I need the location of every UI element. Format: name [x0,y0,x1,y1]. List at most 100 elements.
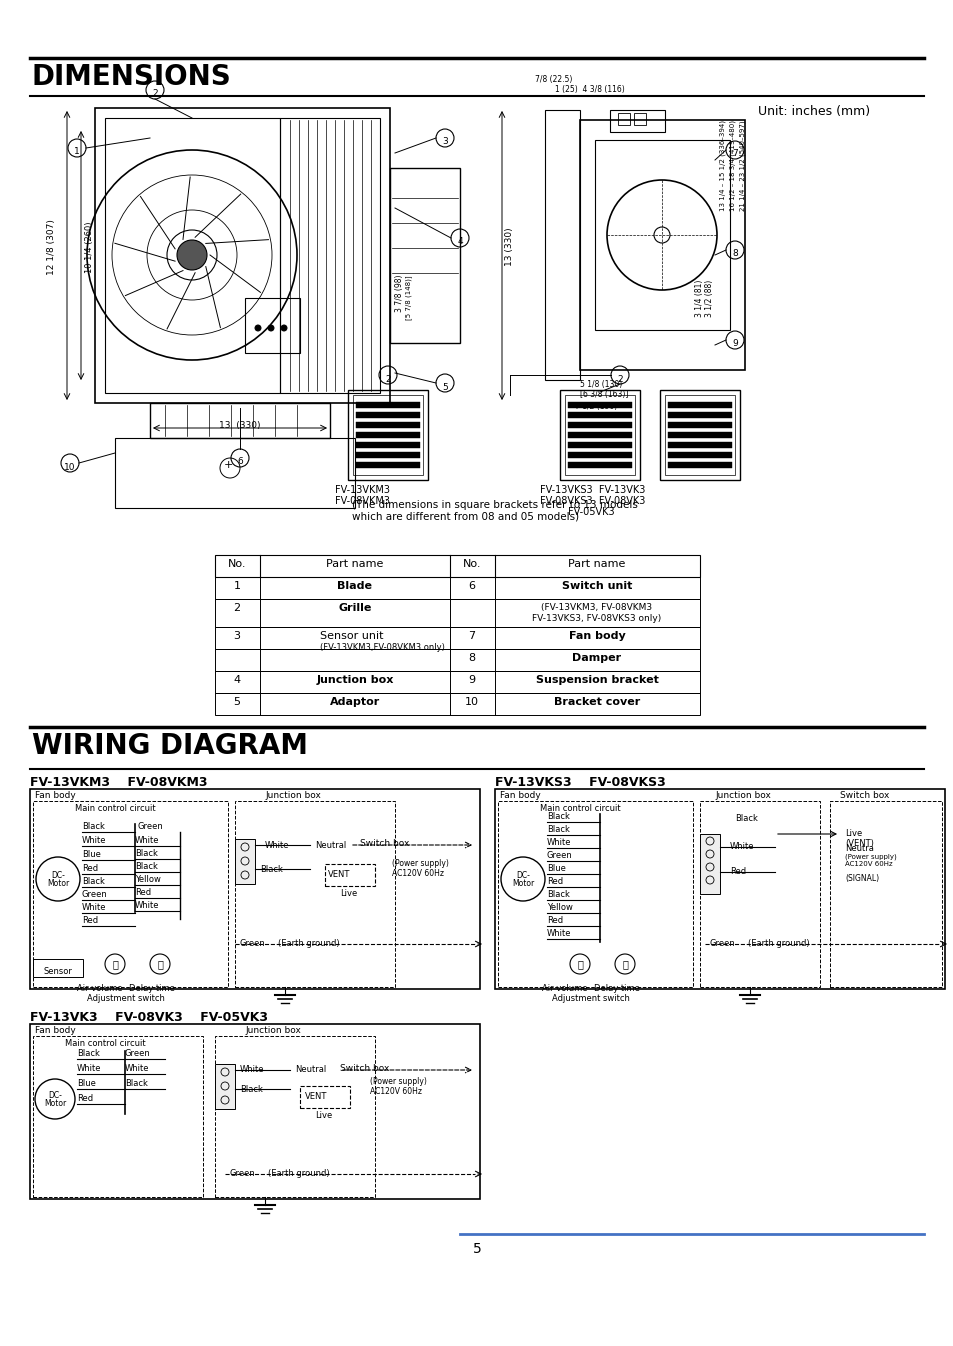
Text: 7: 7 [468,631,475,641]
Bar [33,801,228,987]
Bar [245,297,299,353]
Text: DIMENSIONS: DIMENSIONS [32,63,232,92]
Text: (Earth ground): (Earth ground) [268,1168,330,1178]
Text: FV-13VKM3    FV-08VKM3: FV-13VKM3 FV-08VKM3 [30,777,208,789]
Text: FV-13VK3    FV-08VK3    FV-05VK3: FV-13VK3 FV-08VK3 FV-05VK3 [30,1011,268,1024]
Text: Motor: Motor [47,879,69,888]
Text: Delay time: Delay time [129,984,174,993]
Bar [667,412,731,419]
Text: (Earth ground): (Earth ground) [747,940,809,948]
Bar [30,1024,479,1199]
Bar [299,1086,350,1108]
Bar [567,432,631,437]
Text: Black: Black [260,865,283,874]
Text: Red: Red [82,917,98,925]
Text: Part name: Part name [326,559,383,569]
Bar [567,423,631,428]
Text: White: White [135,836,159,845]
Text: No.: No. [228,559,246,569]
Text: 2: 2 [233,603,240,612]
Text: Red: Red [135,888,151,896]
Text: 5: 5 [233,697,240,707]
Text: [6 3/8 (163)]: [6 3/8 (163)] [579,390,628,398]
Text: VENT: VENT [305,1092,327,1101]
Text: [5 7/8 (148)]: [5 7/8 (148)] [405,275,412,319]
Bar [567,452,631,458]
Text: Junction box: Junction box [714,791,770,800]
Text: Delay time: Delay time [594,984,639,993]
Text: Damper: Damper [572,653,621,664]
Bar [355,423,419,428]
Bar [595,140,729,330]
Bar [33,958,83,977]
Text: Red: Red [82,864,98,874]
Text: Junction box: Junction box [245,1026,300,1035]
Text: Switch box: Switch box [840,791,888,800]
Text: 13 1/4 – 15 1/2 (336–394): 13 1/4 – 15 1/2 (336–394) [720,120,726,211]
Text: Red: Red [729,867,745,876]
Bar [829,801,941,987]
Text: 3: 3 [233,631,240,641]
Bar [618,113,629,125]
Text: 7 1/2 (190): 7 1/2 (190) [575,402,617,411]
Bar [567,462,631,468]
Text: Part name: Part name [568,559,625,569]
Text: Suspension bracket: Suspension bracket [535,674,658,685]
Bar [280,118,379,393]
Bar [667,452,731,458]
Bar [214,1063,234,1109]
Text: 21 1/4 – 23 1/2 (540–597): 21 1/4 – 23 1/2 (540–597) [740,120,745,210]
Text: Bracket cover: Bracket cover [554,697,639,707]
Text: 2: 2 [385,374,391,384]
Bar [353,394,422,475]
Text: 4: 4 [233,674,240,685]
Text: Black: Black [77,1049,100,1058]
Text: Black: Black [734,814,757,822]
Circle shape [177,240,207,271]
Text: FV-13VKS3, FV-08VKS3 only): FV-13VKS3, FV-08VKS3 only) [532,614,661,623]
Text: DC-: DC- [516,871,529,879]
Text: Neutral: Neutral [294,1065,326,1074]
Text: Green: Green [546,851,572,860]
Bar [355,402,419,408]
Bar [150,402,330,437]
Text: 2: 2 [617,374,622,384]
Text: ⓘ: ⓘ [621,958,627,969]
Bar [234,839,254,884]
Text: White: White [135,900,159,910]
Bar [30,789,479,989]
Text: Blade: Blade [337,581,372,591]
Text: Black: Black [125,1079,148,1088]
Text: No.: No. [462,559,480,569]
Text: 10: 10 [64,463,75,471]
Text: 3 7/8 (98): 3 7/8 (98) [395,275,403,312]
Text: Switch unit: Switch unit [561,581,632,591]
Text: Yellow: Yellow [546,903,572,913]
Text: Neutra: Neutra [844,844,873,853]
Bar [95,108,390,402]
Text: FV-08VKM3: FV-08VKM3 [335,495,390,506]
Text: Green: Green [138,822,164,830]
Bar [105,118,280,393]
Text: Green: Green [125,1049,151,1058]
Text: Fan body: Fan body [35,791,75,800]
Text: Main control circuit: Main control circuit [65,1039,146,1049]
Bar [355,452,419,458]
Bar [667,462,731,468]
Bar [700,835,720,894]
Circle shape [281,324,287,331]
Bar [214,649,700,672]
Text: 3 1/2 (88): 3 1/2 (88) [704,280,713,318]
Bar [634,113,645,125]
Text: AC120V 60Hz: AC120V 60Hz [370,1088,421,1096]
Text: (Earth ground): (Earth ground) [277,940,339,948]
Text: Switch box: Switch box [339,1063,389,1073]
Text: 6: 6 [237,458,243,467]
Text: Black: Black [135,861,157,871]
Text: 4: 4 [456,237,462,246]
Text: 10 1/4 (260): 10 1/4 (260) [86,221,94,273]
Bar [214,693,700,715]
Text: White: White [82,903,107,913]
Text: Fan body: Fan body [499,791,540,800]
Text: 5: 5 [441,382,447,392]
